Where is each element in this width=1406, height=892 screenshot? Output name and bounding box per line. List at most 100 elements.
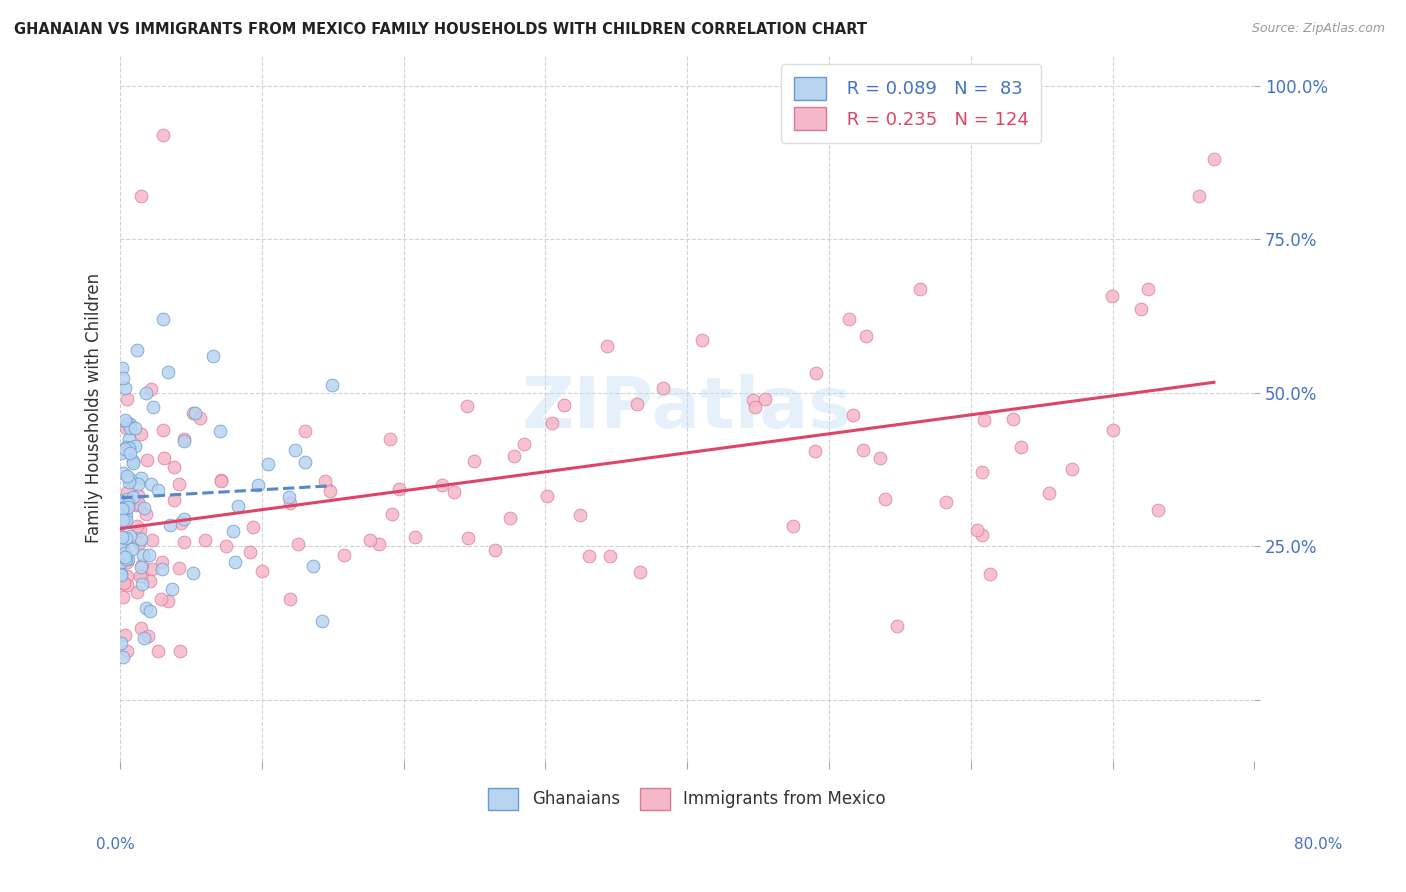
- Point: [484, 542, 506, 557]
- Point: [873, 492, 896, 507]
- Point: [228, 499, 250, 513]
- Point: [112, 496, 135, 510]
- Point: [118, 446, 141, 460]
- Point: [224, 555, 246, 569]
- Point: [114, 546, 136, 560]
- Y-axis label: Family Households with Children: Family Households with Children: [86, 273, 103, 543]
- Point: [599, 549, 621, 563]
- Point: [120, 417, 142, 432]
- Point: [690, 333, 713, 347]
- Point: [148, 483, 170, 498]
- Point: [115, 392, 138, 406]
- Point: [122, 454, 145, 468]
- Point: [118, 529, 141, 543]
- Point: [280, 495, 302, 509]
- Point: [111, 541, 134, 555]
- Point: [156, 365, 179, 379]
- Point: [970, 465, 993, 479]
- Point: [181, 406, 204, 420]
- Point: [127, 476, 149, 491]
- Point: [314, 475, 336, 489]
- Point: [135, 600, 157, 615]
- Point: [131, 577, 153, 591]
- Point: [443, 484, 465, 499]
- Point: [114, 550, 136, 565]
- Point: [628, 566, 651, 580]
- Point: [169, 516, 191, 531]
- Point: [111, 590, 134, 604]
- Point: [381, 508, 404, 522]
- Text: 80.0%: 80.0%: [1295, 837, 1343, 852]
- Point: [115, 508, 138, 523]
- Point: [163, 460, 186, 475]
- Point: [202, 349, 225, 363]
- Point: [129, 189, 152, 203]
- Point: [118, 432, 141, 446]
- Point: [456, 399, 478, 413]
- Point: [247, 477, 270, 491]
- Point: [252, 564, 274, 578]
- Point: [184, 406, 207, 420]
- Point: [278, 592, 301, 607]
- Point: [110, 494, 132, 508]
- Point: [117, 578, 139, 592]
- Point: [135, 507, 157, 521]
- Point: [744, 400, 766, 414]
- Point: [173, 535, 195, 549]
- Point: [111, 370, 134, 384]
- Point: [114, 381, 136, 395]
- Point: [110, 635, 132, 649]
- Point: [114, 441, 136, 455]
- Point: [111, 502, 134, 516]
- Point: [124, 421, 146, 435]
- Point: [1001, 411, 1024, 425]
- Text: GHANAIAN VS IMMIGRANTS FROM MEXICO FAMILY HOUSEHOLDS WITH CHILDREN CORRELATION C: GHANAIAN VS IMMIGRANTS FROM MEXICO FAMIL…: [14, 22, 868, 37]
- Point: [652, 381, 675, 395]
- Point: [131, 558, 153, 572]
- Point: [239, 545, 262, 559]
- Point: [115, 643, 138, 657]
- Point: [122, 456, 145, 470]
- Point: [457, 531, 479, 545]
- Point: [118, 421, 141, 435]
- Point: [1188, 189, 1211, 203]
- Point: [404, 530, 426, 544]
- Point: [804, 367, 827, 381]
- Point: [841, 409, 863, 423]
- Point: [139, 574, 162, 588]
- Point: [855, 329, 877, 343]
- Point: [118, 441, 141, 455]
- Point: [173, 512, 195, 526]
- Point: [935, 495, 957, 509]
- Point: [127, 488, 149, 502]
- Point: [139, 476, 162, 491]
- Point: [256, 457, 278, 471]
- Point: [125, 518, 148, 533]
- Point: [153, 450, 176, 465]
- Point: [626, 397, 648, 411]
- Point: [536, 489, 558, 503]
- Point: [979, 566, 1001, 581]
- Point: [117, 498, 139, 512]
- Point: [118, 472, 141, 486]
- Point: [215, 539, 238, 553]
- Point: [277, 491, 299, 505]
- Point: [117, 552, 139, 566]
- Point: [129, 523, 152, 537]
- Point: [302, 558, 325, 573]
- Point: [110, 567, 132, 582]
- Point: [294, 455, 316, 469]
- Point: [242, 519, 264, 533]
- Point: [115, 555, 138, 569]
- Point: [910, 282, 932, 296]
- Point: [110, 517, 132, 532]
- Point: [499, 510, 522, 524]
- Point: [129, 427, 152, 442]
- Point: [209, 424, 232, 438]
- Point: [163, 492, 186, 507]
- Point: [1101, 289, 1123, 303]
- Point: [804, 443, 827, 458]
- Point: [125, 498, 148, 512]
- Point: [150, 562, 173, 576]
- Point: [367, 537, 389, 551]
